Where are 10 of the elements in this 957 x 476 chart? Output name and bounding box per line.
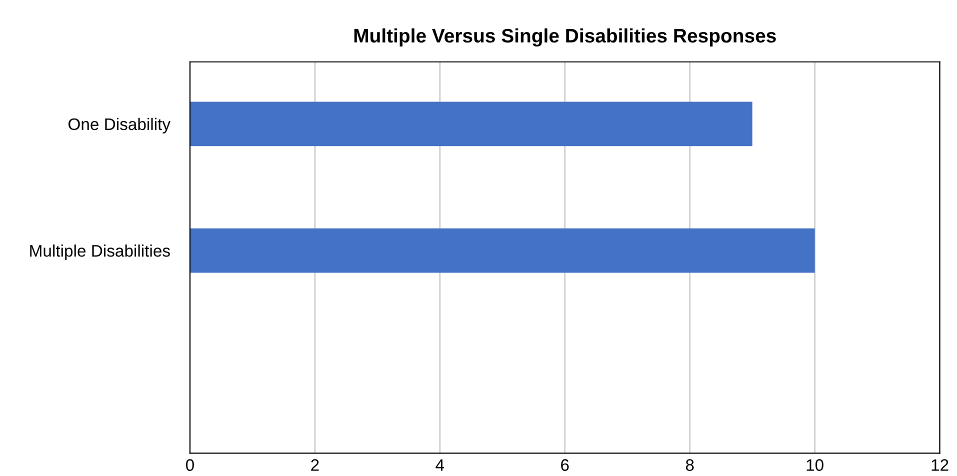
x-tick-label: 0	[186, 459, 194, 471]
y-tick-label: One Disability	[68, 118, 170, 134]
x-tick-label: 6	[561, 459, 569, 471]
chart-title: Multiple Versus Single Disabilities Responses	[354, 28, 776, 47]
x-tick-label: 8	[686, 459, 694, 471]
x-tick-label: 10	[806, 459, 824, 471]
x-tick-label: 4	[436, 459, 444, 471]
x-tick-label: 12	[932, 459, 948, 471]
y-tick-label: Multiple Disabilities	[30, 244, 170, 260]
x-tick-label: 2	[311, 459, 319, 471]
